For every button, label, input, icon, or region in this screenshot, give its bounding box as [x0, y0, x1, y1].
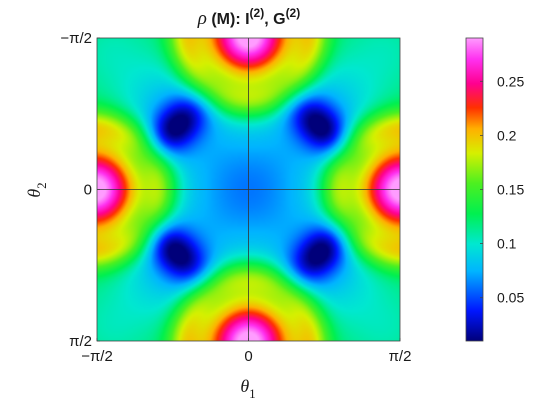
x-tick-label: 0 [244, 348, 252, 365]
colorbar-tick-label: 0.15 [497, 182, 524, 198]
y-tick-label: −π/2 [60, 30, 92, 47]
chart-title: ρ (M): I(2), G(2) [197, 6, 300, 29]
title-text: (M): I [207, 11, 250, 28]
y-axis-label-base: θ [24, 189, 44, 198]
x-tick-labels: −π/2 0 π/2 [81, 338, 411, 365]
title-rho-symbol: ρ [197, 8, 207, 29]
y-axis-label: θ2 [24, 182, 49, 197]
y-tick-labels: −π/2 0 π/2 [60, 30, 100, 350]
colorbar-tick-label: 0.2 [497, 127, 517, 143]
x-axis-label-sub: 1 [249, 386, 256, 401]
x-axis-label: θ1 [240, 376, 255, 401]
title-superscript-2: (2) [286, 6, 301, 20]
x-tick-label: −π/2 [81, 348, 113, 365]
colorbar-tick-label: 0.05 [497, 290, 524, 306]
plot-area [96, 37, 401, 342]
x-tick-label: π/2 [389, 348, 412, 365]
title-middle: , G [264, 11, 285, 28]
colorbar-tick-label: 0.25 [497, 73, 524, 89]
y-axis-label-sub: 2 [34, 182, 49, 189]
y-tick-label: π/2 [69, 333, 92, 350]
colorbar: 0.05 0.1 0.15 0.2 0.25 [465, 37, 524, 342]
colorbar-ticks: 0.05 0.1 0.15 0.2 0.25 [480, 73, 524, 306]
colorbar-tick-label: 0.1 [497, 236, 517, 252]
y-tick-label: 0 [84, 182, 92, 199]
title-superscript-1: (2) [250, 6, 265, 20]
x-axis-label-base: θ [240, 376, 249, 396]
